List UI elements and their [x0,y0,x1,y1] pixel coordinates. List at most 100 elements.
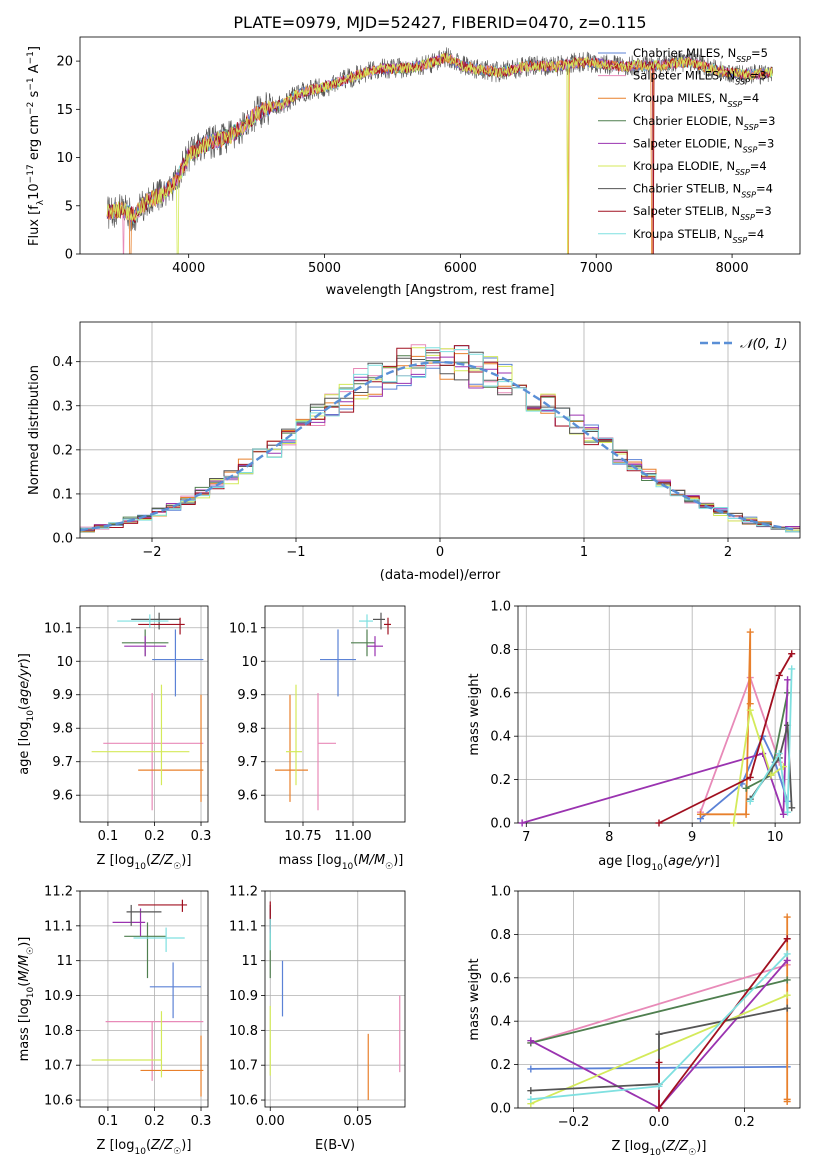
y-tick-label: 0.8 [490,928,511,943]
y-axis-label: mass [log10(M/M☉)] [17,937,36,1062]
x-tick-label: 0.2 [144,829,165,844]
plot-area [80,344,800,533]
axes: 0.00 0.05 10.6 10.7 10.8 10.9 11 11.1 11.2 [229,885,406,1129]
plot-area [91,612,204,811]
grid [265,890,405,1107]
weight-line [658,938,788,1111]
legend-entry: Salpeter MILES, NSSP=3 [633,69,767,87]
x-axis-label: Z [log10(Z/Z☉)] [97,853,192,872]
legend: Chabrier MILES, NSSP=5 Salpeter MILES, NS… [598,46,775,244]
y-tick-label: 11 [56,954,73,969]
x-tick-label: 0.3 [191,1114,212,1129]
y-axis-label: Normed distribution [27,365,42,495]
weight-marker [655,1030,663,1038]
weight-marker [779,810,787,818]
x-tick-label: 0.3 [191,829,212,844]
y-tick-label: 1.0 [490,885,511,900]
weight-marker [788,650,796,658]
y-tick-label: 0.8 [490,643,511,658]
weight-marker [783,935,791,943]
plot-area [275,612,391,811]
y-tick-label: 15 [56,103,73,118]
y-tick-label: 10.8 [229,1024,258,1039]
panel-weight_vs_age: 7 8 9 10 0.0 0.2 0.4 0.6 0.8 1.0 mass weight age [l… [467,600,801,873]
histogram-chabrier_stelib [80,351,800,533]
x-tick-label: 10.75 [284,829,321,844]
panel-age_vs_mass: 10.75 11.00 9.6 9.7 9.8 9.9 10 10.1 mass [log10(… [229,605,406,872]
axes-frame [264,890,406,1108]
weight-marker [783,913,791,921]
weight-marker [746,773,754,781]
axes-frame [264,605,406,823]
axes-frame [79,890,209,1108]
x-tick-label: 8 [605,830,613,845]
x-tick-label: −2 [142,545,161,560]
y-tick-label: 9.7 [237,755,258,770]
x-tick-label: 0.00 [256,1114,285,1129]
x-tick-label: 0.1 [98,829,119,844]
x-tick-label: 9 [688,830,696,845]
panel-weight_vs_Z: −0.2 0.0 0.2 0.0 0.2 0.4 0.6 0.8 1.0 mass weight Z… [467,885,801,1158]
x-axis-label: wavelength [Angstrom, rest frame] [326,283,555,298]
weight-marker [746,700,754,708]
legend-entry: Chabrier ELODIE, NSSP=3 [633,114,775,132]
weight-marker [518,819,526,827]
weight-marker [783,1004,791,1012]
weight-marker [775,750,783,758]
y-axis-label: mass weight [467,673,482,755]
axes: −2 −1 0 1 2 0.0 0.1 0.2 0.3 0.4 [52,321,801,560]
weight-marker [746,797,754,805]
x-tick-label: 5000 [308,261,341,276]
y-tick-label: 9.9 [52,688,73,703]
x-axis-label: mass [log10(M/M☉)] [279,853,404,872]
weight-marker [655,1104,663,1112]
axes: 0.1 0.2 0.3 10.6 10.7 10.8 10.9 11 11.1 11.2 [44,885,211,1130]
y-tick-label: 0.3 [52,399,73,414]
weight-line [530,979,788,1044]
y-tick-label: 0 [65,248,73,263]
weight-marker [783,991,791,999]
weight-line [521,679,789,824]
y-tick-label: 10.1 [229,621,258,636]
legend-entry: Kroupa ELODIE, NSSP=4 [633,159,767,177]
figure-title: PLATE=0979, MJD=52427, FIBERID=0470, z=0… [233,13,646,32]
y-axis-label: age [log10(age/yr)] [17,653,36,775]
legend-entry: Chabrier STELIB, NSSP=4 [633,182,773,200]
grid [80,890,208,1107]
plot-area [91,899,204,1097]
weight-marker [788,665,796,673]
panel-mass_vs_ebv: 0.00 0.05 10.6 10.7 10.8 10.9 11 11.1 11.2 E(B-V) [229,885,406,1153]
y-tick-label: 0.0 [490,817,511,832]
y-tick-label: 0.0 [52,532,73,547]
x-axis-label: Z [log10(Z/Z☉)] [97,1138,192,1157]
weight-marker [696,810,704,818]
histogram-kroupa_stelib [80,347,800,533]
x-tick-label: 2 [724,545,732,560]
legend-entry: Salpeter STELIB, NSSP=3 [633,204,772,222]
weight-marker [783,950,791,958]
x-tick-label: 0.0 [649,1115,670,1130]
weight-marker [742,810,750,818]
y-tick-label: 0.6 [490,686,511,701]
weight-marker [784,808,792,816]
y-tick-label: 9.9 [237,688,258,703]
y-tick-label: 10.7 [44,1059,73,1074]
weight-marker [527,1037,535,1045]
weight-marker [783,956,791,964]
y-tick-label: 10 [56,655,73,670]
x-tick-label: 6000 [444,261,477,276]
weight-marker [788,804,796,812]
normal-curve [80,360,798,532]
y-tick-label: 9.8 [52,722,73,737]
y-tick-label: 9.6 [52,789,73,804]
x-tick-label: 8000 [716,261,749,276]
weight-marker [746,706,754,714]
x-tick-label: 10 [767,830,784,845]
y-tick-label: 0.6 [490,971,511,986]
weight-marker [527,1095,535,1103]
y-tick-label: 10.9 [44,989,73,1004]
weight-line [749,668,793,813]
weight-marker [783,1095,791,1103]
